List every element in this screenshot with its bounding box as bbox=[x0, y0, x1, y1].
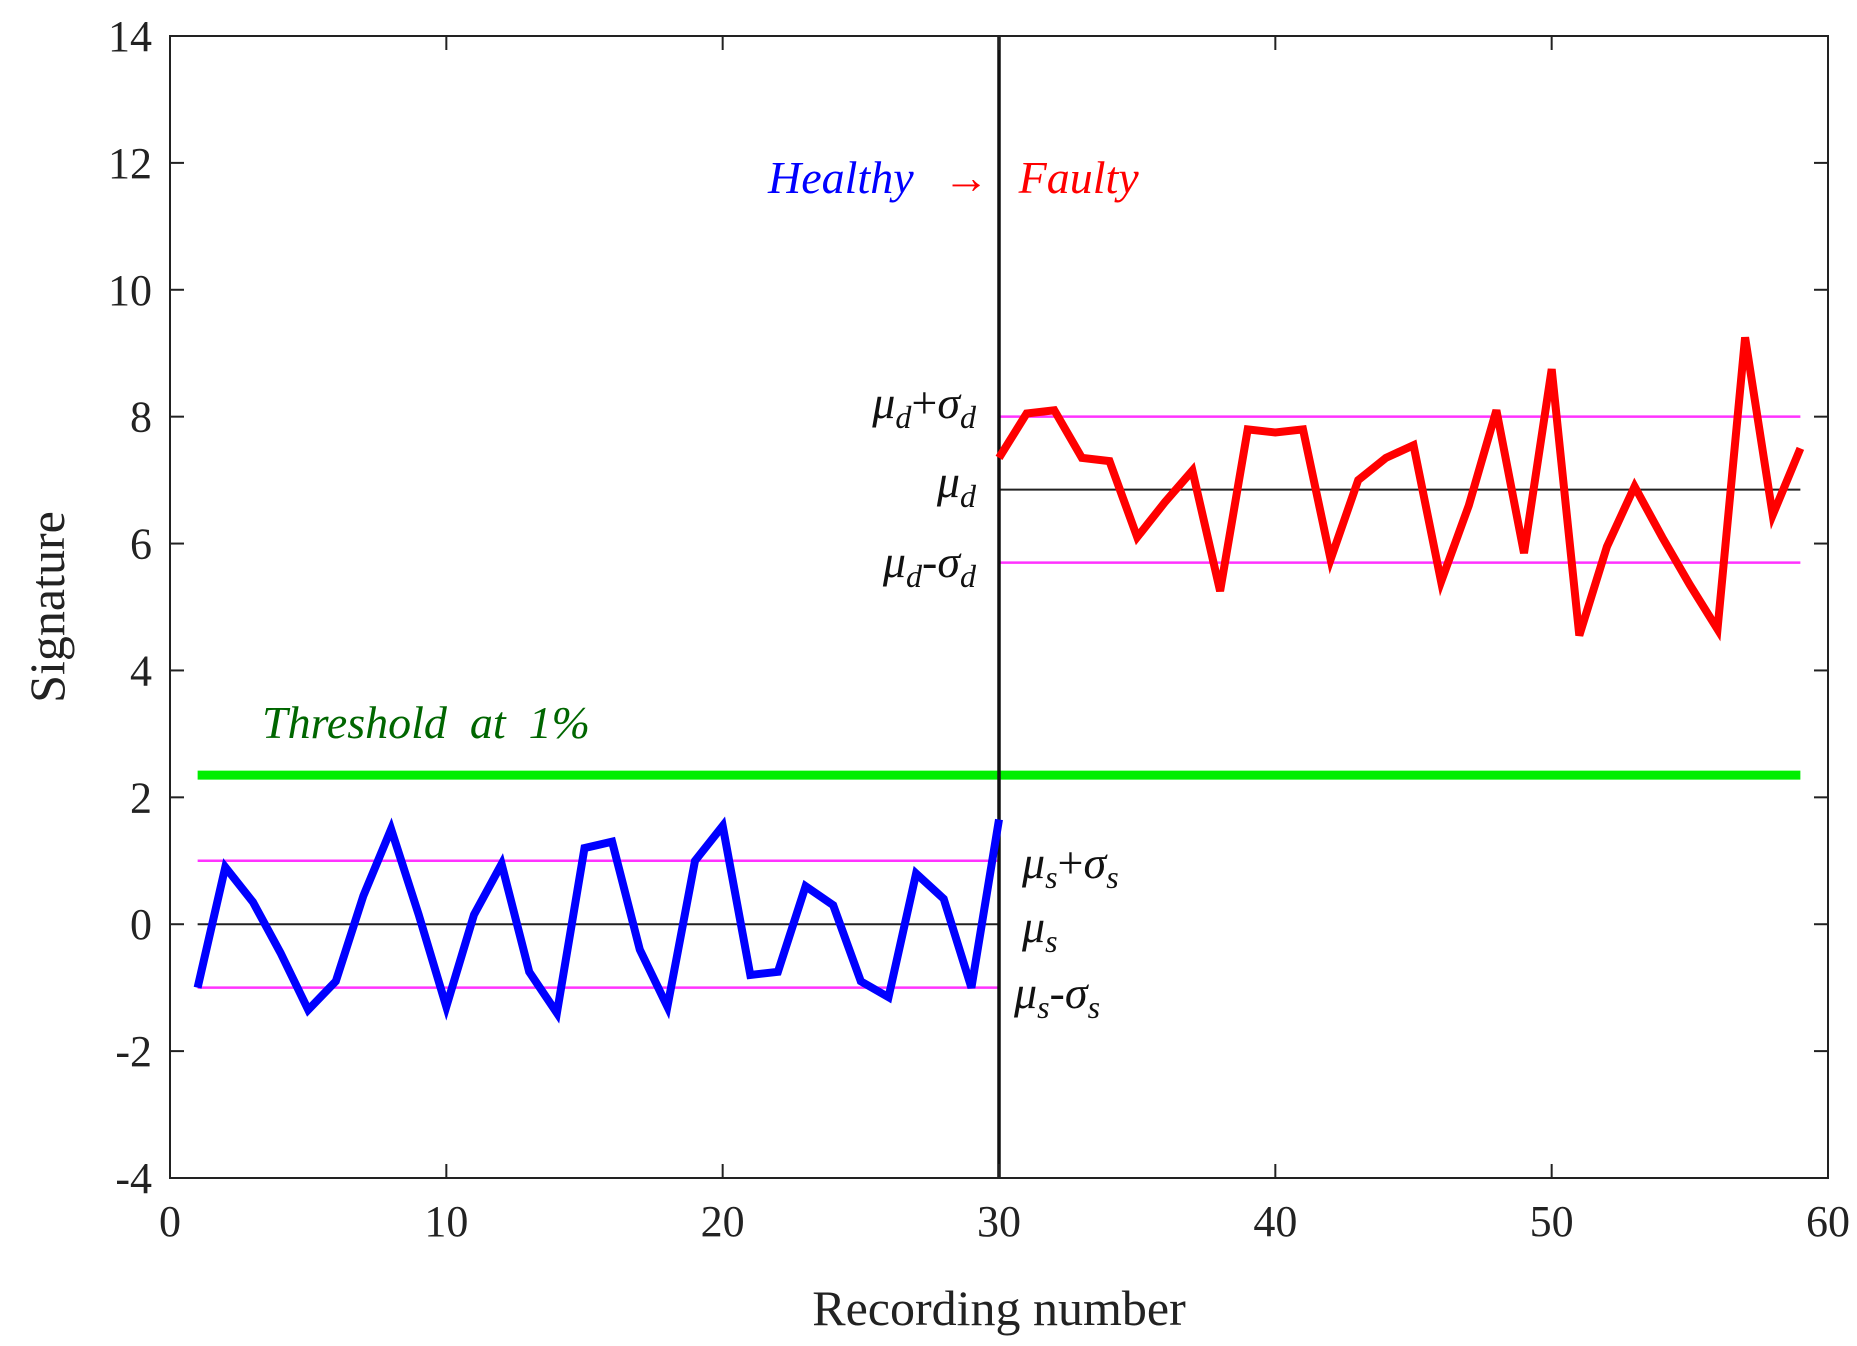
subscript-s: s bbox=[1045, 923, 1057, 959]
sigma-symbol: σ bbox=[1065, 967, 1090, 1018]
plus-sign: + bbox=[1058, 837, 1084, 888]
threshold-label: Threshold at 1% bbox=[262, 697, 590, 748]
subscript-d: d bbox=[960, 478, 977, 514]
healthy-label: Healthy bbox=[767, 152, 914, 203]
mu-symbol: μ bbox=[1021, 901, 1045, 952]
x-tick-label: 60 bbox=[1806, 1197, 1850, 1246]
subscript-s: s bbox=[1088, 989, 1100, 1025]
y-tick-label: 12 bbox=[108, 139, 152, 188]
mu-s-minus-sigma-s-label: μs-σs bbox=[1013, 967, 1100, 1025]
subscript-s: s bbox=[1106, 859, 1118, 895]
mu-d-plus-sigma-d-label: μd+σd bbox=[871, 377, 977, 435]
minus-sign: - bbox=[1050, 967, 1065, 1018]
x-tick-label: 0 bbox=[159, 1197, 181, 1246]
healthy-faulty-annotation: Healthy → Faulty bbox=[767, 152, 1139, 203]
mu-d-minus-sigma-d-label: μd-σd bbox=[882, 536, 977, 594]
y-axis-title: Signature bbox=[19, 511, 75, 703]
subscript-d: d bbox=[960, 558, 977, 594]
y-tick-label: 0 bbox=[130, 900, 152, 949]
subscript-s: s bbox=[1045, 859, 1057, 895]
x-tick-label: 20 bbox=[701, 1197, 745, 1246]
series-layer bbox=[193, 336, 1805, 1024]
mu-d-label: μd bbox=[936, 456, 977, 514]
subscript-d: d bbox=[906, 558, 923, 594]
faulty-label: Faulty bbox=[1018, 152, 1140, 203]
y-tick-label: 8 bbox=[130, 393, 152, 442]
sigma-symbol: σ bbox=[1084, 837, 1109, 888]
subscript-d: d bbox=[960, 399, 977, 435]
series-line-healthy bbox=[193, 816, 1003, 1024]
x-tick-label: 10 bbox=[424, 1197, 468, 1246]
y-tick-label: 2 bbox=[130, 773, 152, 822]
mu-symbol: μ bbox=[882, 536, 906, 587]
mu-symbol: μ bbox=[1013, 967, 1037, 1018]
x-tick-label: 40 bbox=[1253, 1197, 1297, 1246]
transition-arrow: → bbox=[943, 152, 989, 203]
x-tick-label: 30 bbox=[977, 1197, 1021, 1246]
sigma-symbol: σ bbox=[937, 536, 962, 587]
x-tick-label: 50 bbox=[1530, 1197, 1574, 1246]
y-tick-label: -2 bbox=[115, 1027, 152, 1076]
mu-symbol: μ bbox=[1021, 837, 1045, 888]
subscript-s: s bbox=[1037, 989, 1049, 1025]
mu-s-label: μs bbox=[1021, 901, 1058, 959]
subscript-d: d bbox=[895, 399, 912, 435]
y-tick-label: -4 bbox=[115, 1154, 152, 1203]
mu-s-plus-sigma-s-label: μs+σs bbox=[1021, 837, 1119, 895]
x-axis-title: Recording number bbox=[812, 1280, 1186, 1336]
y-tick-label: 4 bbox=[130, 646, 152, 695]
mu-symbol: μ bbox=[871, 377, 895, 428]
sigma-symbol: σ bbox=[937, 377, 962, 428]
y-tick-label: 6 bbox=[130, 520, 152, 569]
ticks-layer: 0 10 20 30 40 50 60 -4 -2 0 2 4 6 8 10 12 14 bbox=[108, 12, 1850, 1246]
mu-symbol: μ bbox=[936, 456, 960, 507]
series-line-faulty bbox=[995, 336, 1805, 642]
minus-sign: - bbox=[922, 536, 937, 587]
y-tick-label: 14 bbox=[108, 12, 152, 61]
plus-sign: + bbox=[911, 377, 937, 428]
y-tick-label: 10 bbox=[108, 266, 152, 315]
